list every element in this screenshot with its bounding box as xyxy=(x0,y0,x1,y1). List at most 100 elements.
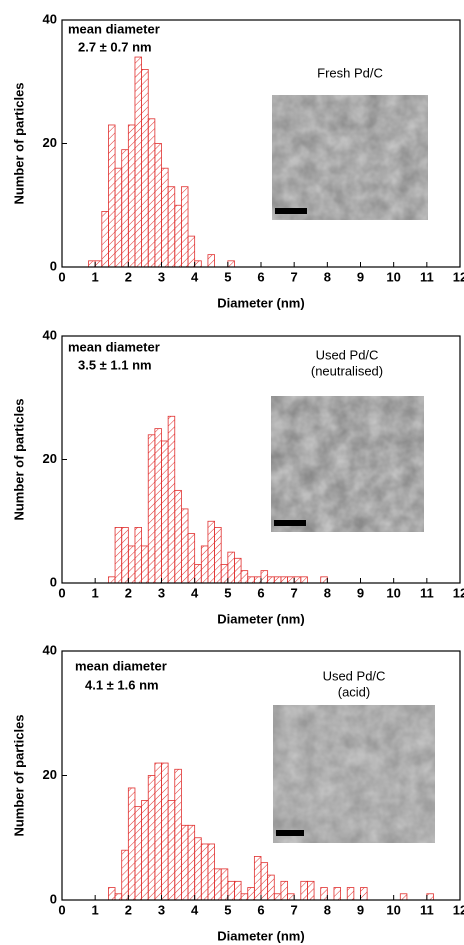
bar xyxy=(108,124,116,268)
bar xyxy=(194,837,202,901)
bar xyxy=(121,849,129,901)
x-tick-label: 5 xyxy=(224,902,231,917)
x-tick-label: 9 xyxy=(357,585,364,600)
bar xyxy=(134,56,142,268)
bar xyxy=(134,806,142,901)
y-tick-label: 40 xyxy=(43,327,57,342)
bar xyxy=(260,862,269,901)
bar xyxy=(141,800,149,901)
annotation: 2.7 ± 0.7 nm xyxy=(78,39,152,54)
x-tick-label: 6 xyxy=(257,902,264,917)
x-tick-label: 2 xyxy=(125,585,132,600)
x-tick-label: 11 xyxy=(420,902,434,917)
bar xyxy=(121,149,129,268)
x-tick-label: 2 xyxy=(125,269,132,284)
bar xyxy=(287,576,295,584)
y-tick-label: 0 xyxy=(50,574,57,589)
annotation: mean diameter xyxy=(68,21,160,36)
x-tick-label: 4 xyxy=(191,902,199,917)
x-tick-label: 8 xyxy=(324,902,331,917)
bar xyxy=(214,527,222,584)
bar xyxy=(127,124,136,268)
bar xyxy=(346,887,355,901)
bar xyxy=(227,260,235,268)
x-tick-label: 9 xyxy=(357,902,364,917)
inset-label: Used Pd/C xyxy=(323,668,386,683)
bar xyxy=(280,880,288,901)
bar xyxy=(194,564,202,584)
bar xyxy=(240,570,249,584)
x-tick-label: 6 xyxy=(257,585,264,600)
bar xyxy=(167,186,176,268)
bar xyxy=(154,762,162,901)
x-tick-label: 0 xyxy=(58,585,65,600)
bar xyxy=(134,527,142,584)
bar xyxy=(300,880,308,901)
bar xyxy=(200,545,209,584)
bar xyxy=(300,576,308,584)
x-tick-label: 2 xyxy=(125,902,132,917)
inset-label: Fresh Pd/C xyxy=(317,65,383,80)
bar xyxy=(121,527,129,584)
x-tick-label: 9 xyxy=(357,269,364,284)
annotation: mean diameter xyxy=(75,658,167,673)
bar xyxy=(194,260,202,268)
bar xyxy=(320,887,328,901)
x-tick-label: 3 xyxy=(158,585,165,600)
annotation: 3.5 ± 1.1 nm xyxy=(78,357,152,372)
bar xyxy=(220,564,229,584)
y-tick-label: 40 xyxy=(43,642,57,657)
y-axis-title: Number of particles xyxy=(11,398,26,520)
bar xyxy=(167,800,176,901)
bar xyxy=(293,576,302,584)
x-tick-label: 3 xyxy=(158,902,165,917)
bar xyxy=(154,428,162,584)
x-axis-title: Diameter (nm) xyxy=(217,928,304,943)
bar xyxy=(273,576,282,584)
bar xyxy=(253,856,262,901)
bar xyxy=(240,893,249,901)
x-tick-label: 10 xyxy=(386,585,400,600)
bar xyxy=(207,520,215,584)
bar xyxy=(227,551,235,584)
bar xyxy=(154,143,162,268)
inset-label: (acid) xyxy=(338,684,371,699)
bar xyxy=(227,880,235,901)
bar xyxy=(174,768,182,901)
bar xyxy=(114,167,123,268)
bar xyxy=(167,415,176,584)
annotation: 4.1 ± 1.6 nm xyxy=(85,677,159,692)
bar xyxy=(247,576,255,584)
x-tick-label: 11 xyxy=(420,269,434,284)
x-tick-label: 3 xyxy=(158,269,165,284)
bar xyxy=(267,576,275,584)
bar xyxy=(88,260,96,268)
bar xyxy=(187,533,196,584)
bar xyxy=(180,824,189,901)
bar xyxy=(280,576,288,584)
x-tick-label: 0 xyxy=(58,269,65,284)
bar xyxy=(94,260,103,268)
x-tick-label: 8 xyxy=(324,585,331,600)
x-tick-label: 6 xyxy=(257,269,264,284)
bar xyxy=(147,775,156,901)
bar xyxy=(101,211,109,268)
y-axis-title: Number of particles xyxy=(11,714,26,836)
bar xyxy=(234,880,242,901)
bar xyxy=(108,576,116,584)
x-tick-label: 12 xyxy=(453,585,464,600)
y-tick-label: 20 xyxy=(43,135,57,150)
x-tick-label: 11 xyxy=(420,585,434,600)
bar xyxy=(399,893,408,901)
bar xyxy=(180,508,189,584)
bar xyxy=(114,893,123,901)
y-tick-label: 20 xyxy=(43,451,57,466)
inset-label: Used Pd/C xyxy=(316,347,379,362)
bar xyxy=(307,880,315,901)
bar xyxy=(253,576,262,584)
bar xyxy=(267,874,275,901)
bar xyxy=(127,787,136,901)
x-axis-title: Diameter (nm) xyxy=(217,295,304,310)
bar xyxy=(187,235,196,268)
y-tick-label: 0 xyxy=(50,891,57,906)
